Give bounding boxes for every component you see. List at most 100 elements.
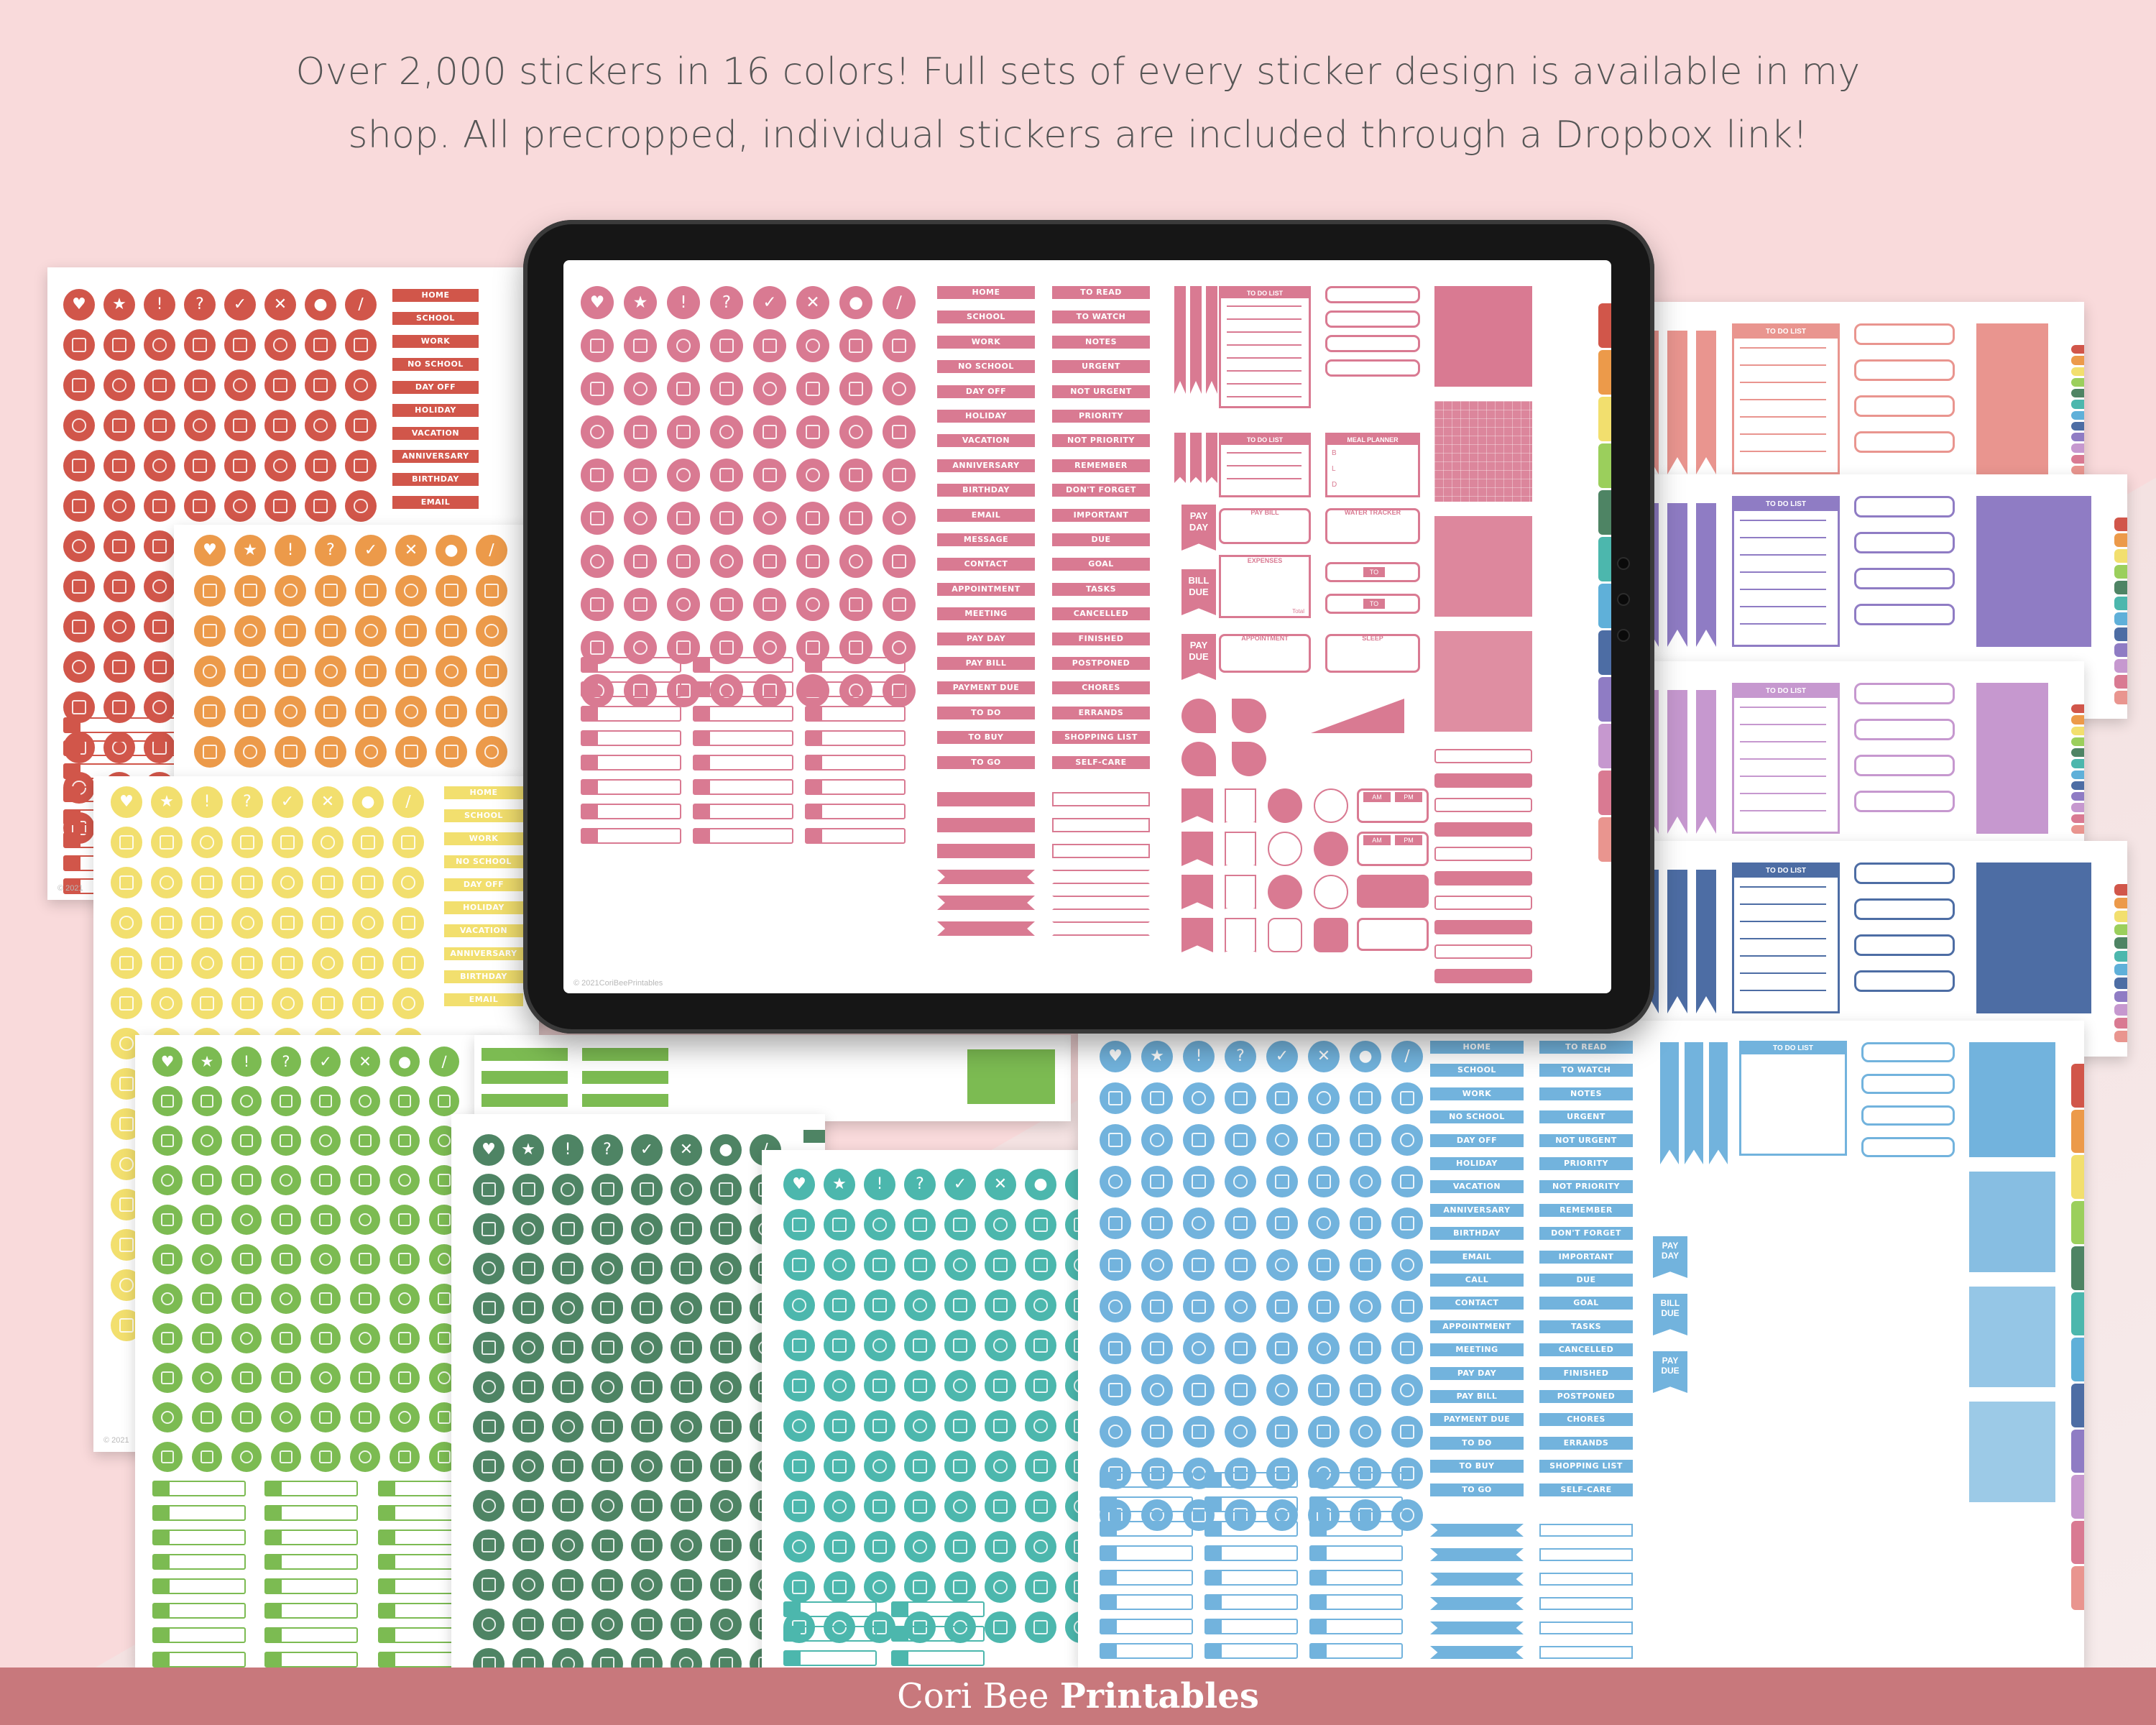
- line-icon: [361, 875, 375, 890]
- line-icon: [1192, 1174, 1206, 1189]
- ribbon-sticker: [1696, 331, 1716, 474]
- icon-sticker: [191, 867, 223, 898]
- box-sticker: [152, 1530, 246, 1545]
- box-sticker: [805, 681, 906, 697]
- box-sticker: [152, 1481, 246, 1496]
- box-sticker-tab: [582, 756, 598, 769]
- icon-sticker: [783, 1330, 815, 1361]
- label-sticker: TASKS: [1539, 1320, 1633, 1333]
- box-sticker-tab: [1311, 1644, 1327, 1657]
- line-icon: [72, 499, 86, 513]
- heart-icon: ♥: [783, 1169, 815, 1200]
- icon-sticker: [839, 502, 872, 535]
- icon-sticker: [710, 372, 743, 405]
- line-icon: [318, 1133, 333, 1148]
- section-tab: [2071, 1520, 2084, 1565]
- copyright-text: © 2021: [103, 1436, 129, 1445]
- line-icon: [119, 916, 134, 930]
- line-icon: [679, 1222, 694, 1236]
- label-sticker: SCHOOL: [444, 809, 523, 822]
- line-icon: [318, 1331, 333, 1346]
- box-sticker-tab: [694, 707, 710, 720]
- line-icon: [762, 381, 778, 397]
- icon-sticker: [272, 988, 303, 1019]
- line-icon: [1108, 1216, 1123, 1230]
- line-icon: [521, 1617, 535, 1632]
- copyright-text: © 2021: [57, 884, 83, 893]
- icon-sticker: [350, 1126, 380, 1156]
- line-icon: [233, 338, 247, 352]
- x-icon: ✕: [985, 1169, 1016, 1200]
- line-icon: [444, 745, 459, 759]
- outline-label: [1539, 1622, 1633, 1634]
- line-icon: [200, 1213, 214, 1227]
- line-icon: [913, 1218, 927, 1232]
- icon-sticker: [512, 1253, 544, 1284]
- icon-sticker: [824, 1249, 855, 1281]
- pay-due-sticker: PAY DUE: [1653, 1351, 1687, 1393]
- icon-sticker: [824, 1330, 855, 1361]
- box-sticker-tab: [266, 1653, 282, 1666]
- line-icon: [521, 1261, 535, 1276]
- icon-sticker: [192, 1126, 222, 1156]
- flag-label: [1430, 1524, 1524, 1537]
- line-icon: [640, 1538, 654, 1552]
- line-icon: [1150, 1133, 1164, 1147]
- icon-sticker: [429, 1086, 459, 1116]
- line: [1740, 724, 1826, 725]
- line-icon: [239, 1410, 254, 1425]
- icon-sticker: [310, 1323, 341, 1353]
- label-sticker: [482, 1048, 568, 1061]
- flag-sticker: [1181, 832, 1213, 866]
- box-sticker: [152, 1627, 246, 1643]
- ribbon-sticker: [1685, 1042, 1703, 1164]
- line-icon: [358, 1410, 372, 1425]
- box-sticker-tab: [694, 732, 710, 745]
- icon-sticker: [1266, 1374, 1298, 1406]
- icon-sticker: [355, 615, 387, 647]
- icon-sticker: [512, 1371, 544, 1403]
- line-icon: [72, 418, 86, 433]
- icon-sticker: [864, 1330, 895, 1361]
- line: [1740, 972, 1826, 974]
- box-sticker-tab: [806, 829, 822, 842]
- section-tab: [1598, 584, 1611, 628]
- icon-sticker: [1350, 1208, 1381, 1239]
- icon-sticker: [883, 545, 916, 578]
- icon-sticker: [350, 1442, 380, 1472]
- icon-sticker: [591, 1530, 623, 1561]
- icon-sticker: [103, 369, 135, 401]
- icon-sticker: [1141, 1208, 1173, 1239]
- line-icon: [792, 1459, 806, 1473]
- label-sticker: PRIORITY: [1052, 410, 1150, 423]
- box-sticker-tab: [65, 811, 80, 824]
- icon-sticker: [512, 1569, 544, 1601]
- line-icon: [1233, 1216, 1248, 1230]
- box-sticker: [693, 681, 793, 697]
- line-icon: [358, 1213, 372, 1227]
- line-icon: [521, 1301, 535, 1315]
- box-sticker-tab: [266, 1555, 282, 1568]
- icon-sticker: [345, 450, 377, 482]
- box-sticker: [1309, 1472, 1403, 1488]
- line-icon: [404, 664, 418, 678]
- star-icon: ★: [151, 786, 183, 818]
- section-tab: [2071, 1475, 2084, 1519]
- line-icon: [240, 875, 254, 890]
- line-icon: [676, 381, 691, 397]
- line-icon: [112, 660, 126, 674]
- label-sticker: BIRTHDAY: [392, 473, 479, 486]
- label-sticker: TASKS: [1052, 582, 1150, 596]
- label-sticker: EMAIL: [444, 993, 523, 1006]
- section-tab: [2114, 627, 2127, 642]
- icon-sticker: [552, 1450, 584, 1482]
- icon-sticker: [271, 1205, 301, 1235]
- circle-sticker: [1268, 875, 1302, 909]
- line-icon: [1317, 1425, 1331, 1439]
- flag-sticker: [1225, 875, 1256, 909]
- label-sticker: DON'T FORGET: [1052, 484, 1150, 497]
- line-icon: [160, 1371, 175, 1385]
- pin-icon: ●: [352, 786, 384, 818]
- line-icon: [676, 338, 691, 354]
- sticker-sheet-salmon: TO DO LIST: [1610, 302, 2084, 489]
